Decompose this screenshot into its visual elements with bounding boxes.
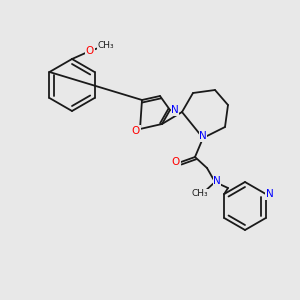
- Text: O: O: [172, 157, 180, 167]
- Text: CH₃: CH₃: [98, 41, 114, 50]
- Text: O: O: [86, 46, 94, 56]
- Text: CH₃: CH₃: [192, 190, 208, 199]
- Text: O: O: [132, 126, 140, 136]
- Text: N: N: [171, 105, 179, 115]
- Text: N: N: [199, 131, 207, 141]
- Text: N: N: [213, 176, 221, 186]
- Text: N: N: [266, 189, 274, 199]
